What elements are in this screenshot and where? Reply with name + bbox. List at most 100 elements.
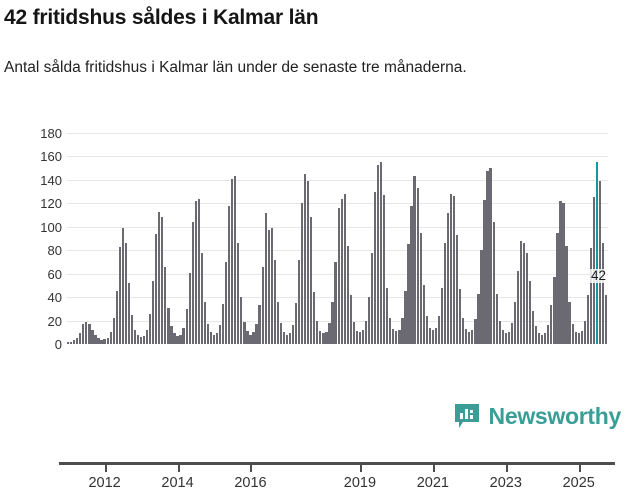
page-title: 42 fritidshus såldes i Kalmar län bbox=[4, 6, 319, 29]
bar bbox=[528, 280, 532, 344]
bar bbox=[553, 277, 556, 344]
y-axis-tick-label: 0 bbox=[54, 337, 62, 352]
bar bbox=[179, 334, 182, 344]
gridline bbox=[67, 156, 608, 158]
bar bbox=[234, 176, 237, 344]
bar bbox=[185, 308, 188, 344]
y-axis-tick-label: 160 bbox=[40, 149, 62, 165]
bar bbox=[559, 201, 562, 344]
bar bbox=[452, 196, 456, 344]
bar bbox=[370, 252, 374, 344]
y-axis-tick-label: 60 bbox=[47, 266, 62, 282]
bar bbox=[115, 291, 118, 344]
bar bbox=[258, 305, 261, 344]
bar bbox=[340, 198, 343, 344]
bar bbox=[109, 332, 112, 344]
x-axis-line bbox=[59, 462, 615, 465]
bar bbox=[200, 252, 203, 344]
bar bbox=[307, 181, 310, 344]
bar bbox=[437, 315, 441, 344]
bar bbox=[173, 333, 176, 344]
bar bbox=[130, 314, 134, 344]
bar bbox=[155, 233, 158, 344]
bar bbox=[507, 332, 510, 344]
bar bbox=[462, 318, 465, 344]
bar bbox=[446, 212, 450, 344]
x-axis-tick-label: 2016 bbox=[234, 475, 267, 491]
bar bbox=[197, 198, 200, 344]
bar bbox=[91, 329, 94, 344]
y-axis-tick-label: 100 bbox=[40, 219, 62, 235]
x-axis-tick-label: 2019 bbox=[343, 475, 377, 491]
bar bbox=[158, 211, 161, 344]
bar bbox=[182, 327, 185, 344]
bar bbox=[161, 217, 164, 344]
bar bbox=[367, 297, 371, 344]
bar bbox=[252, 332, 255, 344]
bar bbox=[386, 287, 389, 344]
x-axis-tick bbox=[505, 465, 508, 472]
bar bbox=[380, 162, 383, 344]
bar bbox=[313, 292, 316, 344]
bar bbox=[443, 243, 447, 344]
x-axis-tick bbox=[177, 465, 180, 472]
bar bbox=[377, 164, 380, 344]
bar bbox=[79, 333, 82, 344]
bar bbox=[392, 328, 395, 344]
bar bbox=[88, 324, 91, 344]
bar bbox=[568, 301, 571, 344]
bar bbox=[434, 327, 437, 344]
x-axis-tick bbox=[104, 465, 107, 472]
x-axis-tick bbox=[359, 465, 362, 472]
bar bbox=[222, 304, 225, 344]
bar bbox=[486, 170, 489, 344]
bar bbox=[288, 333, 292, 344]
bar bbox=[176, 335, 179, 344]
bar bbox=[85, 321, 88, 344]
bar bbox=[97, 338, 100, 344]
bar bbox=[495, 293, 498, 344]
bar bbox=[480, 250, 483, 344]
bar bbox=[249, 334, 252, 344]
gridline bbox=[67, 133, 608, 134]
bar bbox=[586, 294, 589, 344]
bar bbox=[492, 222, 495, 344]
bar bbox=[215, 333, 219, 344]
bar bbox=[395, 331, 398, 344]
y-axis-tick-label: 20 bbox=[47, 313, 62, 329]
y-axis-tick-label: 180 bbox=[40, 126, 62, 141]
bar bbox=[544, 333, 547, 344]
bar bbox=[203, 301, 206, 344]
bar bbox=[358, 332, 361, 344]
bar bbox=[346, 245, 349, 344]
plot-area bbox=[67, 133, 608, 344]
bar bbox=[276, 301, 279, 344]
bar bbox=[410, 205, 413, 344]
bar bbox=[228, 205, 231, 344]
bar bbox=[428, 327, 431, 344]
bar bbox=[401, 318, 404, 344]
x-axis-tick-label: 2025 bbox=[562, 475, 595, 491]
bar bbox=[404, 291, 407, 344]
bar bbox=[322, 333, 325, 344]
gridline bbox=[67, 203, 608, 205]
bar bbox=[498, 320, 501, 344]
bar bbox=[331, 301, 334, 344]
bar bbox=[282, 332, 286, 344]
bar bbox=[562, 203, 565, 344]
bar bbox=[471, 329, 474, 344]
bar bbox=[106, 338, 109, 344]
bar bbox=[431, 329, 434, 344]
newsworthy-logo[interactable]: Newsworthy bbox=[453, 402, 621, 430]
bar bbox=[240, 297, 243, 344]
bar bbox=[601, 243, 605, 344]
bar bbox=[127, 283, 131, 344]
bar bbox=[598, 181, 602, 344]
bar bbox=[279, 322, 282, 344]
bar bbox=[70, 341, 73, 344]
bar bbox=[547, 325, 550, 344]
bar bbox=[255, 324, 258, 344]
bar bbox=[565, 245, 568, 344]
y-axis-tick-label: 80 bbox=[47, 243, 62, 259]
bar bbox=[525, 252, 529, 344]
